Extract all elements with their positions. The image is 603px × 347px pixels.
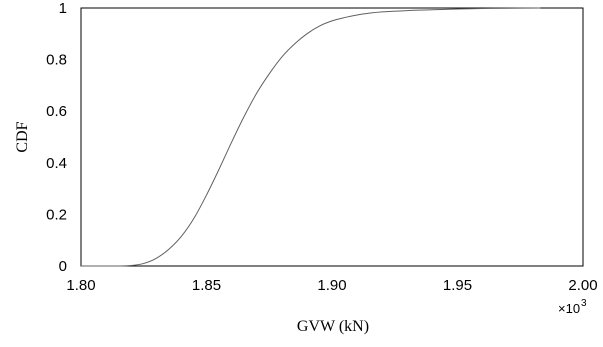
x-axis-multiplier-exponent: 3 (581, 298, 587, 309)
y-tick-label: 0.8 (46, 52, 67, 69)
x-tick-label: 1.90 (317, 277, 346, 294)
y-tick-label: 0.4 (46, 155, 67, 172)
y-tick-label: 0.2 (46, 206, 67, 223)
x-tick-label: 1.80 (66, 277, 95, 294)
x-axis-title: GVW (kN) (297, 318, 369, 335)
series-layer (81, 7, 541, 267)
x-tick-label: 1.95 (443, 277, 472, 294)
plot-frame (80, 7, 584, 267)
cdf-line (81, 7, 541, 267)
y-axis-title: CDF (14, 121, 31, 152)
y-tick-label: 0 (59, 258, 67, 275)
x-axis-multiplier: ×10 (558, 301, 580, 316)
y-tick-label: 1 (59, 0, 67, 17)
x-tick-label: 1.85 (192, 277, 221, 294)
y-tick-label: 0.6 (46, 103, 67, 120)
y-axis-ticks: 0 0.2 0.4 0.6 0.8 1 (46, 0, 67, 275)
x-axis-ticks: 1.80 1.85 1.90 1.95 2.00 (66, 277, 597, 294)
x-tick-label: 2.00 (568, 277, 597, 294)
